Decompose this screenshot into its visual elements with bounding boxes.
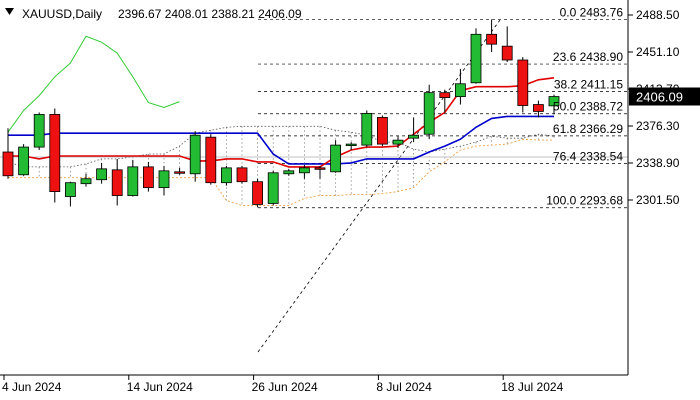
- candle-body: [267, 172, 279, 204]
- candle-body: [174, 171, 186, 174]
- candle-body: [486, 33, 498, 45]
- collapse-triangle-icon[interactable]: [5, 8, 14, 15]
- fib-trend-line: [257, 19, 501, 353]
- candle-body: [158, 170, 170, 189]
- candle-body: [236, 167, 248, 183]
- cloud-span-b: [8, 138, 554, 206]
- candle-body: [189, 134, 201, 175]
- candle-body: [392, 139, 404, 145]
- candle-body: [49, 114, 61, 192]
- candle-body: [111, 169, 123, 196]
- time-axis: 4 Jun 2024 14 Jun 2024 26 Jun 2024 8 Jul 20…: [2, 375, 564, 394]
- price-axis: 2488.502451.102413.702376.302338.902301.…: [628, 8, 680, 207]
- candle-body: [96, 168, 107, 181]
- candle-body: [548, 96, 560, 107]
- time-tick-label: 18 Jul 2024: [501, 380, 563, 394]
- candle-body: [501, 45, 513, 61]
- candle-body: [361, 113, 373, 146]
- kijun-line: [8, 115, 554, 165]
- time-tick-label: 8 Jul 2024: [376, 380, 432, 394]
- fib-level-label: 38.2 2411.15: [554, 78, 624, 92]
- candle-body: [80, 178, 92, 185]
- candle-body: [33, 114, 45, 148]
- chart-header: XAUUSD,Daily 2396.67 2408.01 2388.21 240…: [5, 7, 302, 21]
- price-tick-label: 2451.10: [636, 45, 680, 59]
- time-tick-label: 26 Jun 2024: [252, 380, 318, 394]
- last-price-box: [629, 87, 700, 106]
- fib-level-label: 50.0 2388.72: [553, 100, 623, 114]
- fibonacci-labels: 0.0 2483.76 23.6 2438.90 38.2 2411.15 50.0 …: [546, 6, 623, 208]
- last-price-marker: 2406.09: [629, 87, 700, 106]
- candle-body: [65, 182, 76, 197]
- time-tick-label: 14 Jun 2024: [127, 380, 193, 394]
- chikou-line: [7, 35, 180, 133]
- candle-body: [470, 33, 482, 84]
- price-tick-label: 2488.50: [636, 8, 680, 22]
- time-tick-label: 4 Jun 2024: [2, 380, 62, 394]
- candle-body: [454, 83, 466, 98]
- candle-body: [314, 167, 326, 170]
- candle-body: [127, 166, 139, 196]
- cloud-span-a: [7, 125, 555, 168]
- candle-body: [408, 134, 420, 139]
- candle-body: [252, 181, 264, 205]
- candle-body: [423, 92, 435, 135]
- ohlc-values: 2396.67 2408.01 2388.21 2406.09: [118, 7, 302, 21]
- candle-body: [330, 144, 342, 173]
- candle-body: [220, 167, 232, 184]
- candle-body: [345, 143, 357, 147]
- candle-body: [2, 151, 14, 177]
- price-tick-label: 2376.30: [636, 119, 680, 133]
- price-tick-label: 2301.50: [636, 193, 680, 207]
- fib-level-label: 0.0 2483.76: [560, 6, 624, 20]
- candle-body: [517, 59, 529, 106]
- candle-body: [205, 136, 217, 184]
- candle-body: [533, 104, 544, 112]
- candle-body: [142, 166, 154, 189]
- fib-level-label: 23.6 2438.90: [553, 50, 623, 64]
- candle-body: [439, 92, 451, 99]
- candle-body: [298, 167, 310, 174]
- candle-body: [376, 116, 388, 145]
- fib-level-label: 76.4 2338.54: [553, 149, 623, 163]
- last-price-label: 2406.09: [636, 90, 683, 105]
- fib-level-label: 61.8 2366.29: [553, 122, 623, 136]
- symbol-title: XAUUSD,Daily: [22, 7, 102, 21]
- price-tick-label: 2338.90: [636, 156, 680, 170]
- candle-body: [18, 146, 30, 176]
- candle-body: [283, 170, 295, 175]
- fib-level-label: 100.0 2293.68: [546, 194, 623, 208]
- candlesticks: [2, 19, 560, 208]
